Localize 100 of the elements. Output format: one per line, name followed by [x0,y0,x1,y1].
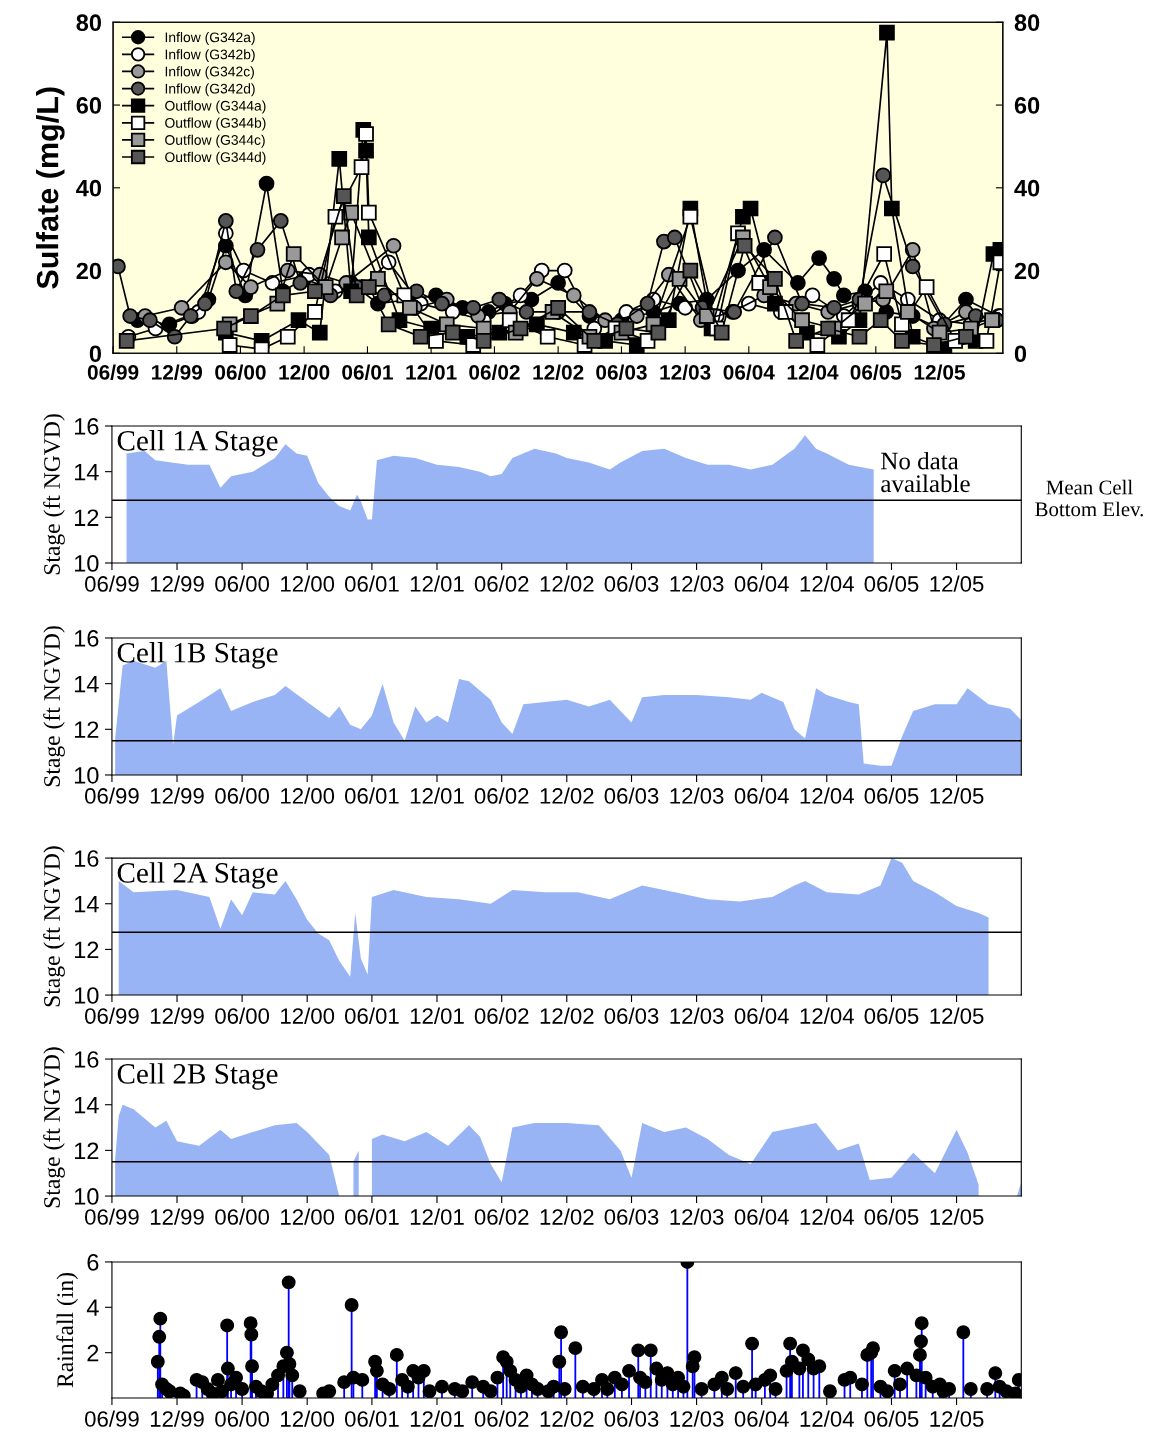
x-tick-label: 12/00 [281,1007,335,1024]
x-tick-label: 06/03 [604,575,659,592]
y-tick-label: 10 [74,767,99,784]
annotation: Cell 2B Stage [117,1063,278,1090]
x-tick-label: 06/00 [215,787,270,804]
x-tick-label: 06/00 [215,1410,270,1427]
legend-label: Inflow (G342a) [165,32,255,45]
x-tick-label: 06/99 [85,1007,139,1024]
x-tick-label: 06/00 [215,1007,270,1024]
y-tick-label: 4 [86,1299,99,1316]
y-tick-label: 12 [74,721,99,738]
x-tick-label: 12/02 [540,1208,594,1225]
x-tick-label: 12/05 [930,575,984,592]
x-tick-label: 12/02 [540,1410,594,1427]
x-tick-label: 12/03 [670,1007,724,1024]
x-tick-label: 06/01 [344,1208,399,1225]
x-tick-label: 06/04 [723,364,775,380]
x-tick-label: 12/04 [800,1410,854,1427]
x-tick-label: 06/05 [864,575,919,592]
y-tick-label: 16 [74,1051,99,1068]
annotation: No data available [881,451,970,493]
y-tick-label: 20 [76,262,102,280]
x-tick-label: 12/02 [540,787,594,804]
y-axis-title: Stage (ft NGVD) [43,846,65,1007]
y-axis-title: Rainfall (in) [56,1273,78,1388]
x-tick-label: 06/01 [344,575,399,592]
x-tick-label: 06/02 [474,1410,529,1427]
x-tick-label: 12/01 [406,364,457,380]
x-tick-label: 06/02 [469,364,520,380]
y-tick-label: 12 [74,1142,99,1159]
x-tick-label: 06/03 [604,787,659,804]
x-tick-label: 06/03 [596,364,647,380]
x-tick-label: 12/01 [410,1410,464,1427]
x-tick-label: 12/99 [150,1410,204,1427]
x-tick-label: 06/02 [474,575,529,592]
y-tick-label: 12 [74,941,99,958]
x-tick-label: 12/00 [281,575,335,592]
y-tick-label: 16 [74,630,99,647]
x-tick-label: 06/04 [734,1208,789,1225]
y-tick-label: 16 [74,418,99,435]
x-tick-label: 12/01 [410,1208,464,1225]
x-tick-label: 06/00 [215,575,270,592]
x-tick-label: 06/04 [734,1007,789,1024]
legend-label: Inflow (G342c) [165,66,254,80]
x-tick-label: 12/02 [540,575,594,592]
legend-label: Outflow (G344d) [165,151,266,165]
x-tick-label: 12/03 [670,1410,724,1427]
y-axis-title: Stage (ft NGVD) [43,414,65,575]
x-tick-label: 06/05 [864,787,919,804]
x-tick-label: 12/05 [930,1208,984,1225]
y2-tick-label: 80 [1014,14,1040,32]
legend-label: Outflow (G344b) [165,117,266,131]
x-tick-label: 12/99 [152,364,203,380]
x-tick-label: 06/99 [85,1208,139,1225]
x-tick-label: 06/99 [85,1410,139,1427]
x-tick-label: 12/05 [914,364,965,380]
x-tick-label: 12/04 [800,575,854,592]
x-tick-label: 06/99 [87,364,139,380]
x-tick-label: 12/02 [533,364,584,380]
x-tick-label: 06/00 [215,364,266,380]
x-tick-label: 06/04 [734,787,789,804]
legend-label: Inflow (G342d) [165,83,255,97]
y-tick-label: 10 [74,987,99,1004]
x-tick-label: 12/99 [150,1007,204,1024]
x-tick-label: 12/04 [787,364,839,380]
x-tick-label: 12/00 [281,787,335,804]
y-tick-label: 6 [87,1254,99,1271]
x-tick-label: 12/03 [670,787,724,804]
x-tick-label: 06/01 [344,1007,399,1024]
x-tick-label: 06/02 [474,1007,529,1024]
y-tick-label: 14 [74,463,99,481]
x-tick-label: 12/03 [670,1208,724,1225]
annotation: Cell 1A Stage [117,430,278,457]
y-tick-label: 10 [74,1188,99,1205]
x-tick-label: 12/04 [800,787,854,804]
y-tick-label: 60 [76,97,102,114]
x-tick-label: 06/05 [864,1208,919,1225]
y-tick-label: 14 [74,1097,99,1114]
legend-label: Inflow (G342b) [165,49,255,63]
y2-tick-label: 20 [1014,262,1040,280]
y2-tick-label: 60 [1014,97,1040,114]
y-tick-label: 2 [87,1344,99,1362]
x-tick-label: 12/01 [410,787,464,804]
y2-tick-label: 40 [1014,179,1040,197]
x-tick-label: 12/02 [540,1007,594,1024]
x-tick-label: 12/05 [930,1007,984,1024]
x-tick-label: 06/03 [604,1007,659,1024]
x-tick-label: 12/00 [279,364,330,380]
x-tick-label: 06/05 [864,1410,919,1427]
y-tick-label: 80 [76,14,102,32]
x-tick-label: 06/99 [85,787,139,804]
x-tick-label: 12/01 [410,575,464,592]
ref-line-label: Mean Cell Bottom Elev. [1035,479,1143,517]
annotation: Cell 2A Stage [117,862,278,889]
y-tick-label: 10 [74,555,99,572]
x-tick-label: 12/04 [800,1208,854,1225]
x-tick-label: 06/04 [734,575,789,592]
legend-label: Outflow (G344c) [165,134,265,148]
x-tick-label: 06/02 [474,787,529,804]
x-tick-label: 12/05 [930,1410,984,1427]
